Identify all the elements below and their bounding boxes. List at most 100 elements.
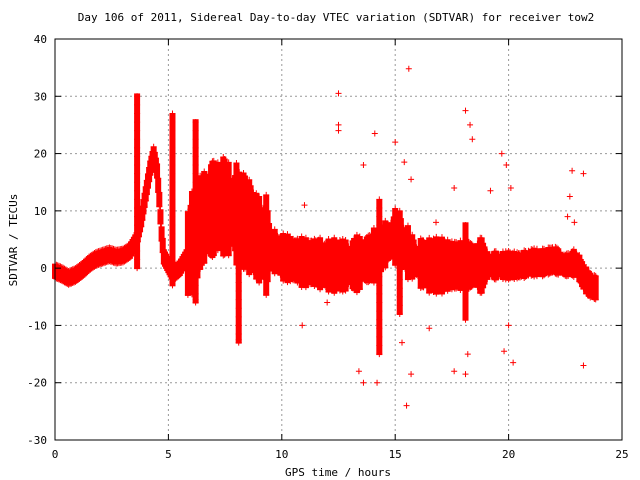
spike-point [462, 265, 469, 272]
trace-band [155, 178, 162, 193]
trace-point [158, 223, 165, 230]
trace-point [484, 275, 491, 282]
spike-point [396, 207, 403, 214]
scatter-point [335, 90, 342, 97]
spike-point [169, 265, 176, 272]
scatter-point [469, 136, 476, 143]
spike-point [396, 250, 403, 257]
spike-point [169, 153, 176, 160]
data-points [52, 65, 599, 409]
spike-point [169, 196, 176, 203]
trace-point [263, 291, 270, 298]
spike-point [192, 222, 199, 229]
trace-point [264, 207, 271, 214]
trace-point [159, 235, 166, 242]
trace-point [214, 247, 221, 254]
x-tick-label: 0 [52, 448, 59, 461]
trace-point [266, 267, 273, 274]
scatter-point [301, 202, 308, 209]
spike-point [235, 279, 242, 286]
spike-point [396, 233, 403, 240]
trace-point [264, 278, 271, 285]
spike-point [376, 265, 383, 272]
trace-point [143, 191, 150, 198]
spike-point [462, 222, 469, 229]
trace-point [247, 182, 254, 189]
spike-point [396, 285, 403, 292]
spike-point [462, 282, 469, 289]
trace-point [342, 236, 349, 243]
scatter-point [299, 322, 306, 329]
trace-point [478, 289, 485, 296]
spike-point [192, 265, 199, 272]
spike-point [192, 290, 199, 297]
trace-band [154, 163, 161, 179]
spike-point [134, 256, 141, 263]
spike-point [396, 216, 403, 223]
spike-point [396, 259, 403, 266]
scatter-point [235, 336, 242, 343]
scatter-point [408, 176, 415, 183]
trace-point [484, 248, 491, 255]
trace-point [370, 225, 377, 232]
spike-point [134, 144, 141, 151]
trace-point [240, 169, 247, 176]
trace-point [154, 160, 161, 167]
spike-point [192, 127, 199, 134]
spike-point [396, 302, 403, 309]
spike-point [134, 119, 141, 126]
spike-point [169, 162, 176, 169]
trace-point [141, 203, 148, 210]
trace-point [140, 210, 147, 217]
spike-point [192, 239, 199, 246]
trace-point [157, 206, 164, 213]
scatter-point [360, 162, 367, 169]
trace-point [298, 233, 305, 240]
spike-point [169, 230, 176, 237]
spike-point [169, 179, 176, 186]
spike-point [192, 247, 199, 254]
trace-point [533, 273, 540, 280]
trace-point [356, 286, 363, 293]
spike-point [134, 179, 141, 186]
trace-point [325, 236, 332, 243]
trace-point [382, 217, 389, 224]
y-tick-label: 30 [34, 90, 47, 103]
trace-point [280, 230, 287, 237]
trace-point [492, 276, 499, 283]
trace-point [142, 197, 149, 204]
scatter-point [505, 322, 512, 329]
scatter-point [569, 167, 576, 174]
trace-point [555, 245, 562, 252]
spike-point [134, 196, 141, 203]
trace-point [256, 279, 263, 286]
scatter-point [192, 296, 199, 303]
spike-point [376, 204, 383, 211]
scatter-point [426, 325, 433, 332]
spike-point [169, 127, 176, 134]
spike-point [235, 305, 242, 312]
trace-point [263, 191, 270, 198]
spike-point [235, 210, 242, 217]
spike-point [192, 153, 199, 160]
spike-point [192, 273, 199, 280]
spike-point [134, 230, 141, 237]
trace-point [302, 284, 309, 291]
trace-point [253, 190, 260, 197]
spike-point [462, 308, 469, 315]
spike-point [462, 230, 469, 237]
trace-point [271, 226, 278, 233]
trace-band [158, 226, 165, 242]
scatter-point [462, 107, 469, 114]
scatter-point [405, 65, 412, 72]
spike-point [376, 247, 383, 254]
spike-point [376, 196, 383, 203]
scatter-point [498, 150, 505, 157]
trace-point [331, 289, 338, 296]
x-tick-label: 5 [165, 448, 172, 461]
spike-point [396, 242, 403, 249]
spike-point [396, 276, 403, 283]
spike-point [462, 273, 469, 280]
trace-point [331, 234, 338, 241]
